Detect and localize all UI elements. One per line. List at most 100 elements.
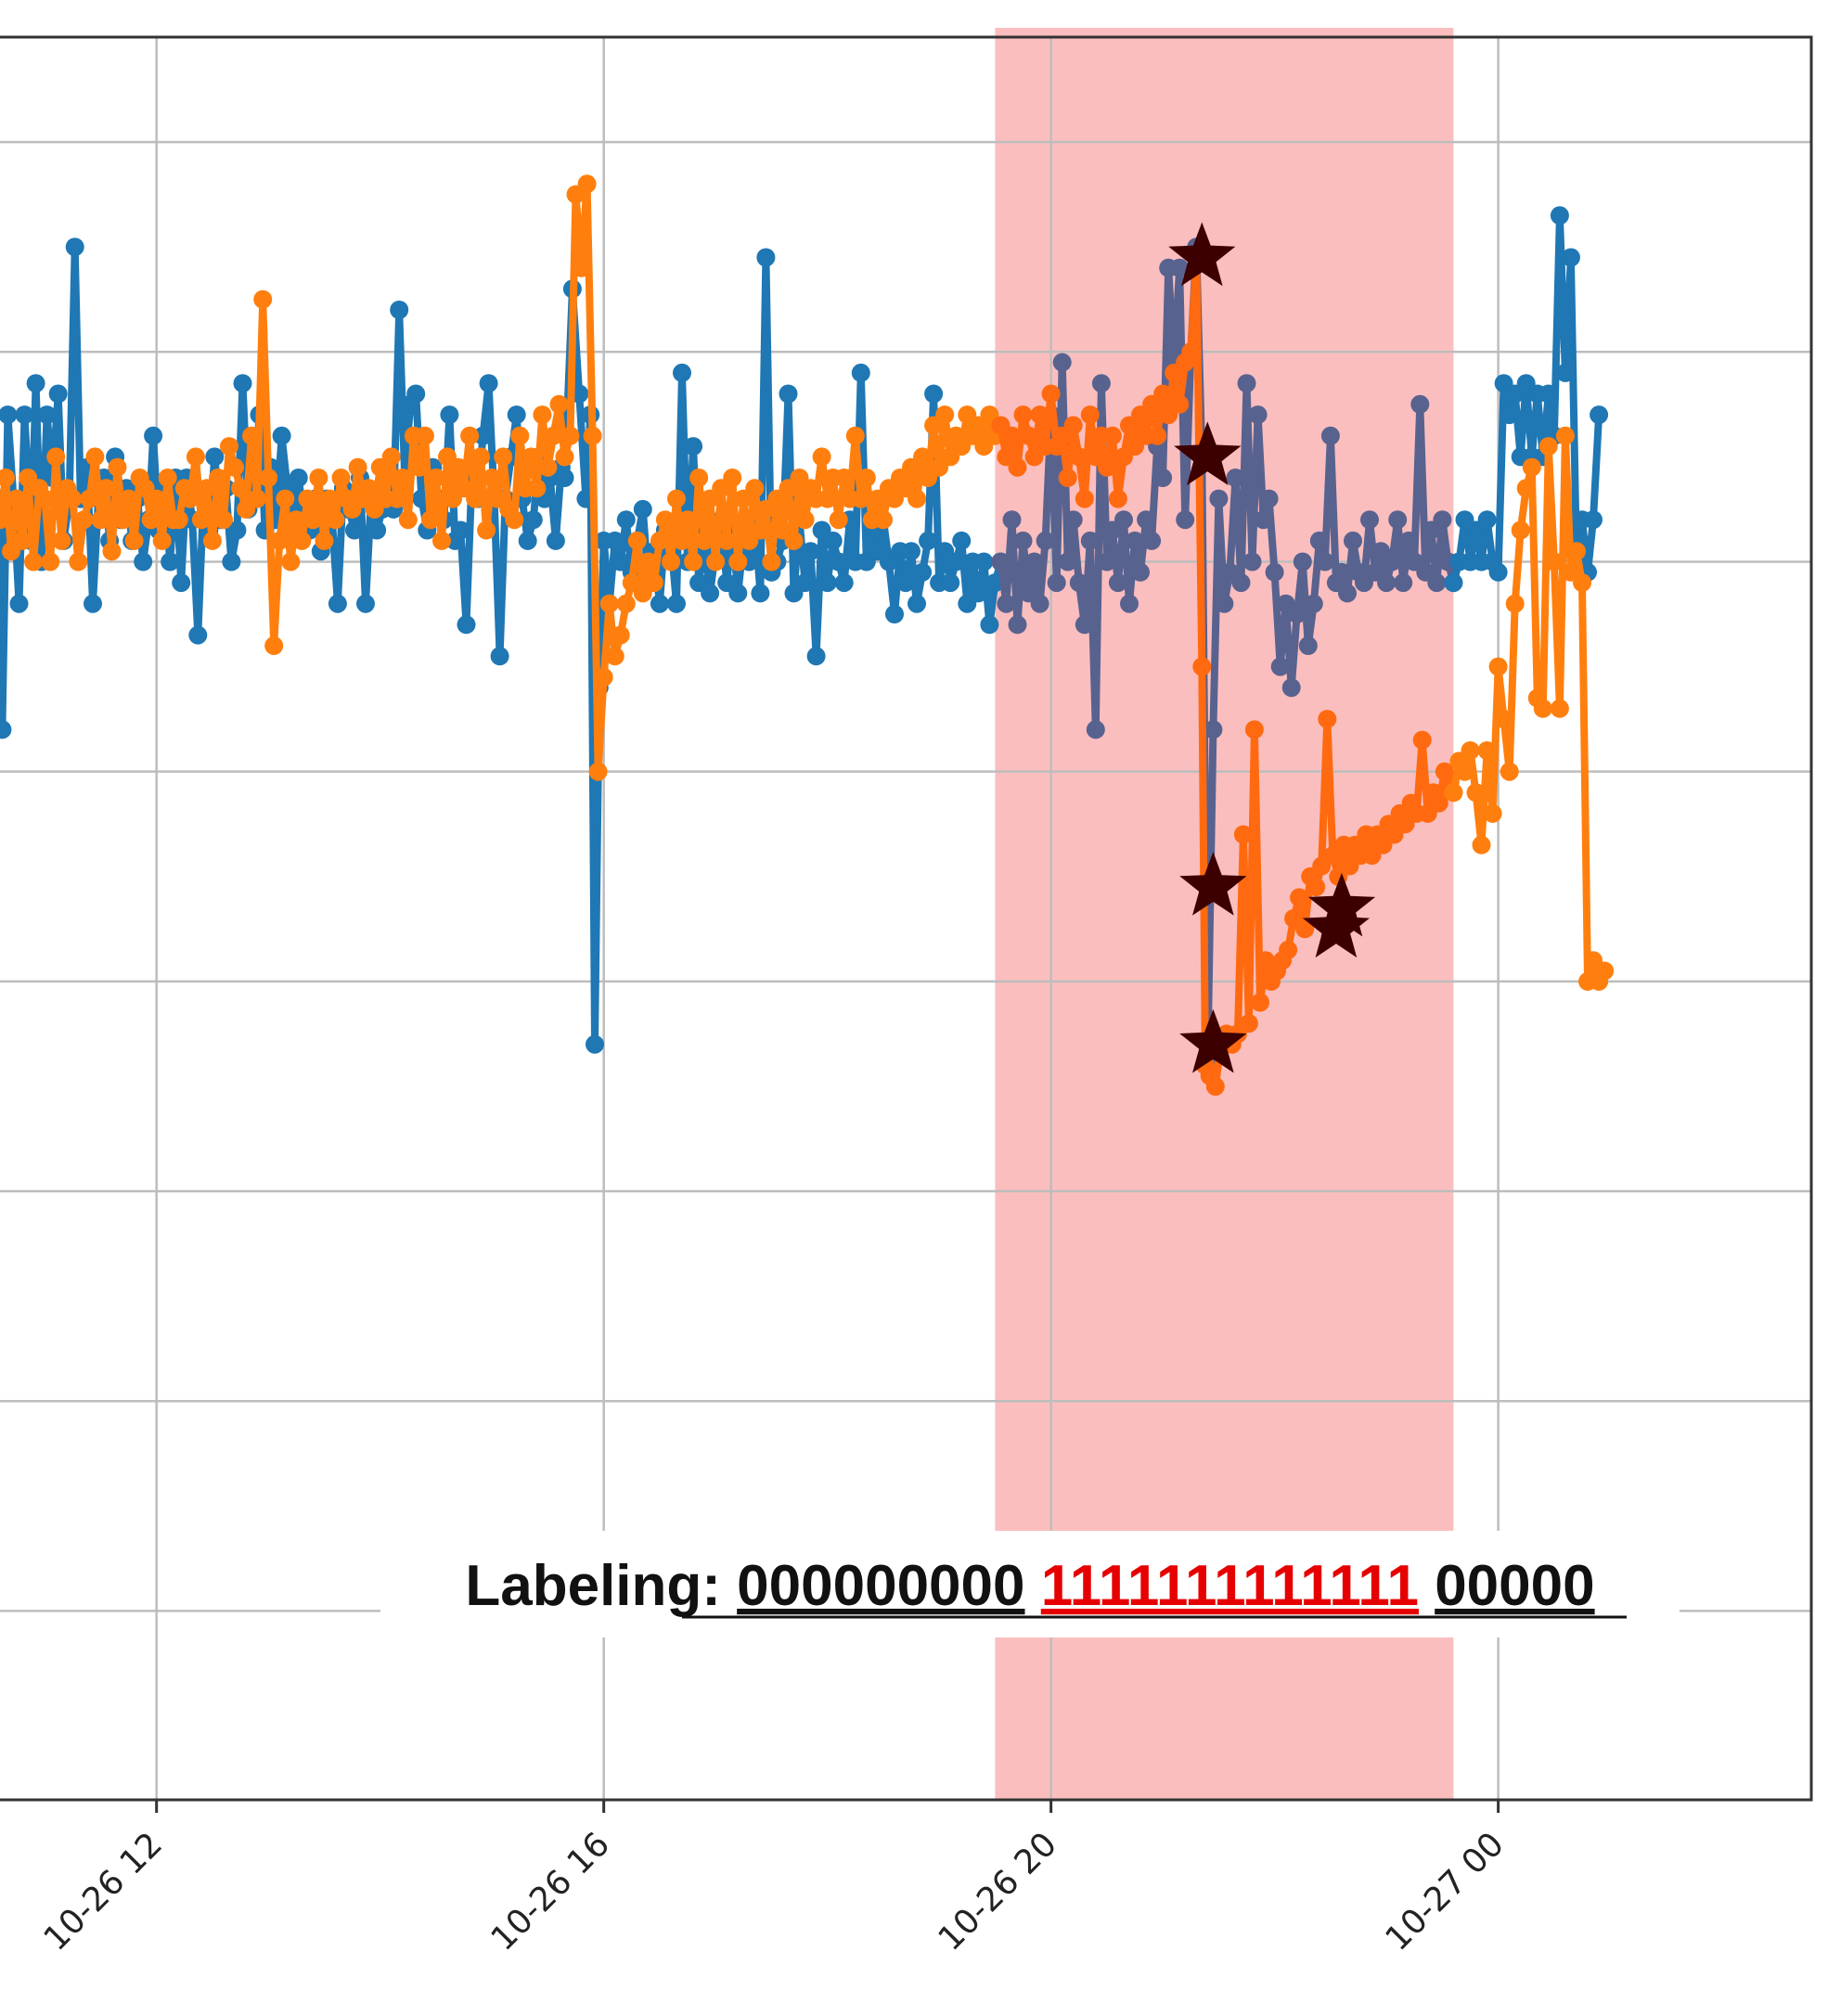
data-point	[1555, 426, 1575, 445]
data-point	[37, 405, 57, 425]
data-point	[426, 469, 445, 487]
data-point	[356, 594, 375, 613]
data-point	[908, 489, 926, 508]
data-point	[1320, 426, 1340, 445]
data-point	[169, 510, 188, 530]
data-point	[1204, 720, 1223, 739]
data-point	[701, 584, 720, 603]
data-point	[1315, 552, 1334, 571]
data-point	[1538, 384, 1558, 404]
data-point	[1455, 762, 1474, 781]
data-point	[616, 510, 636, 530]
data-point	[1030, 405, 1049, 425]
data-point	[303, 510, 323, 530]
data-point	[1058, 469, 1077, 487]
data-point	[756, 248, 776, 267]
data-point	[1573, 573, 1591, 593]
data-point	[616, 594, 636, 613]
data-point	[1086, 720, 1105, 739]
data-point	[483, 469, 502, 487]
data-point	[684, 552, 703, 571]
data-point	[7, 489, 27, 508]
data-point	[633, 499, 652, 519]
data-point	[1237, 374, 1256, 393]
data-point	[605, 647, 624, 666]
data-point	[1595, 961, 1615, 981]
data-point	[505, 510, 524, 530]
data-point	[588, 762, 608, 781]
data-point	[795, 573, 815, 593]
data-point	[231, 479, 251, 498]
data-point	[113, 510, 133, 530]
data-point	[533, 405, 552, 425]
data-point	[1561, 248, 1580, 267]
data-point	[328, 594, 347, 613]
annotation-background	[380, 1531, 1680, 1637]
data-point	[15, 405, 34, 425]
data-point	[367, 520, 387, 540]
data-point	[851, 363, 870, 382]
data-point	[74, 510, 94, 530]
data-point	[834, 573, 854, 593]
data-point	[24, 552, 44, 571]
data-point	[1075, 489, 1094, 508]
data-point	[583, 426, 602, 445]
data-point	[1344, 531, 1362, 550]
data-point	[762, 552, 781, 571]
data-point	[1148, 426, 1167, 445]
data-point	[784, 531, 804, 550]
data-point	[1270, 657, 1290, 676]
data-point	[1318, 710, 1337, 729]
data-point	[309, 469, 328, 487]
data-point	[555, 447, 574, 467]
data-point	[1030, 594, 1049, 613]
data-point	[678, 510, 697, 530]
data-point	[1102, 426, 1122, 445]
data-point	[270, 531, 290, 550]
data-point	[253, 289, 273, 309]
anomaly-star	[1179, 1008, 1247, 1073]
data-point	[287, 510, 306, 530]
labeling-ones: 1111111111111	[1041, 1554, 1419, 1618]
data-point	[1516, 479, 1536, 498]
data-point	[202, 531, 222, 550]
data-point	[518, 531, 537, 550]
data-point	[188, 625, 208, 645]
data-point	[1019, 426, 1038, 445]
data-point	[0, 405, 18, 425]
data-point	[1259, 489, 1279, 508]
data-point	[1584, 510, 1603, 530]
data-point	[415, 426, 434, 445]
data-point	[1500, 405, 1519, 425]
data-point	[673, 531, 691, 550]
data-point	[1399, 531, 1419, 550]
data-point	[1063, 416, 1083, 435]
data-point	[1181, 342, 1201, 362]
data-point	[817, 573, 837, 593]
data-point	[390, 301, 409, 319]
data-point	[13, 531, 32, 550]
data-point	[432, 531, 451, 550]
data-point	[834, 469, 854, 487]
data-point	[706, 552, 726, 571]
data-point	[1047, 573, 1066, 593]
data-point	[1472, 835, 1491, 854]
data-point	[1008, 457, 1027, 477]
data-point	[817, 489, 837, 508]
data-point	[1550, 699, 1569, 718]
data-point	[1338, 584, 1357, 603]
data-point	[172, 573, 191, 593]
data-point	[315, 531, 334, 550]
data-point	[52, 531, 71, 550]
data-point	[1041, 384, 1061, 404]
data-point	[0, 510, 9, 530]
data-point	[896, 573, 915, 593]
data-point	[527, 479, 547, 498]
data-point	[1444, 573, 1463, 593]
data-point	[1494, 710, 1513, 729]
data-point	[1295, 919, 1315, 939]
anomaly-star	[1179, 852, 1247, 916]
data-point	[479, 374, 498, 393]
data-point	[1309, 531, 1329, 550]
data-point	[84, 594, 102, 613]
